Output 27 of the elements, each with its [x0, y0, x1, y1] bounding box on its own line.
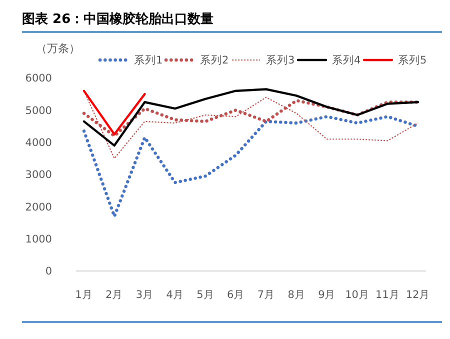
legend-label: 系列1 [134, 54, 163, 67]
x-tick-label: 6月 [226, 289, 245, 301]
x-tick-label: 5月 [196, 289, 214, 301]
x-tick-label: 7月 [257, 289, 276, 301]
y-tick-label: 5000 [25, 104, 52, 117]
x-tick-label: 11月 [375, 289, 400, 301]
y-tick-label: 0 [45, 266, 52, 278]
legend-label: 系列3 [266, 54, 295, 67]
legend-label: 系列5 [398, 54, 427, 67]
x-tick-label: 10月 [345, 289, 370, 301]
line-series [82, 88, 420, 147]
y-axis-title: （万条） [36, 42, 80, 55]
x-tick-label: 12月 [406, 289, 430, 301]
x-tick-label: 2月 [106, 289, 124, 301]
x-tick-label: 3月 [136, 289, 154, 301]
y-tick-label: 3000 [25, 169, 52, 182]
x-tick-label: 8月 [288, 289, 306, 301]
x-tick-label: 4月 [166, 289, 184, 301]
y-tick-label: 4000 [25, 137, 52, 150]
x-tick-label: 1月 [75, 289, 93, 301]
legend-label: 系列4 [332, 54, 361, 67]
y-tick-label: 6000 [25, 72, 52, 85]
chart-title: 图表 26：中国橡胶轮胎出口数量 [22, 11, 214, 27]
legend-label: 系列2 [200, 54, 229, 67]
y-tick-label: 1000 [25, 234, 52, 246]
y-tick-label: 2000 [25, 201, 52, 214]
x-tick-label: 9月 [318, 289, 336, 301]
